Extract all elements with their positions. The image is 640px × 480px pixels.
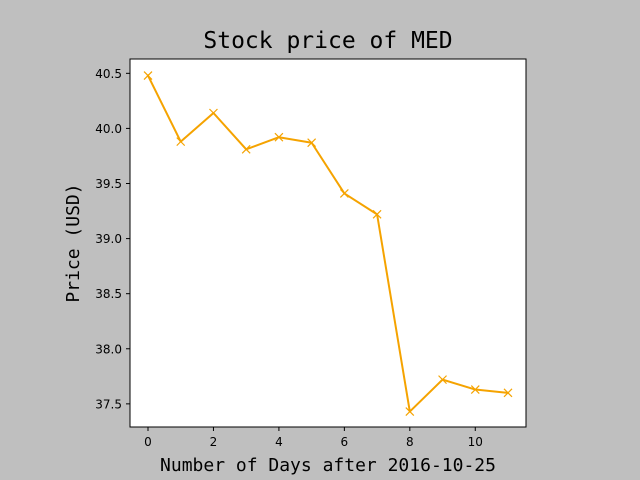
y-tick-label: 38.5 (95, 287, 122, 301)
y-tick-label: 39.0 (95, 232, 122, 246)
data-point-marker (176, 137, 186, 147)
marker-stroke (143, 71, 153, 80)
marker-stroke (503, 388, 513, 398)
data-point-marker (339, 188, 349, 198)
marker-stroke (241, 144, 251, 154)
chart-title: Stock price of MED (203, 28, 452, 54)
marker-stroke (176, 137, 186, 147)
x-tick-label: 4 (275, 435, 283, 449)
y-axis-label: Price (USD) (63, 183, 84, 302)
x-axis-label: Number of Days after 2016-10-25 (160, 455, 496, 476)
marker-stroke (405, 407, 415, 416)
data-point-marker (241, 144, 251, 154)
data-point-marker (405, 407, 415, 416)
marker-stroke (209, 108, 218, 118)
data-point-marker (470, 385, 480, 394)
marker-stroke (470, 385, 480, 394)
marker-stroke (274, 132, 284, 142)
x-tick-label: 10 (468, 435, 483, 449)
plot-area (130, 59, 526, 427)
data-point-marker (503, 388, 513, 398)
x-tick-label: 2 (210, 435, 218, 449)
x-axis-ticks: 0 2 4 6 8 10 (144, 427, 483, 449)
data-point-marker (438, 375, 447, 385)
marker-stroke (372, 209, 382, 219)
y-tick-label: 38.0 (95, 342, 122, 356)
x-tick-label: 0 (144, 435, 152, 449)
y-tick-label: 37.5 (95, 397, 122, 411)
data-point-marker (209, 108, 218, 118)
data-point-marker (143, 71, 153, 80)
marker-stroke (438, 375, 447, 385)
plot-frame (129, 58, 527, 428)
data-point-marker (307, 138, 317, 148)
data-point-marker (274, 132, 284, 142)
marker-stroke (307, 138, 317, 148)
marker-stroke (339, 188, 349, 198)
series-line (146, 74, 510, 413)
x-tick-label: 6 (341, 435, 349, 449)
y-axis-ticks: 37.5 38.0 38.5 39.0 39.5 40.0 40.5 (95, 67, 130, 411)
data-point-marker (372, 209, 382, 219)
y-tick-label: 39.5 (95, 177, 122, 191)
y-tick-label: 40.5 (95, 67, 122, 81)
series-layer (143, 71, 513, 416)
y-tick-label: 40.0 (95, 122, 122, 136)
x-tick-label: 8 (406, 435, 414, 449)
